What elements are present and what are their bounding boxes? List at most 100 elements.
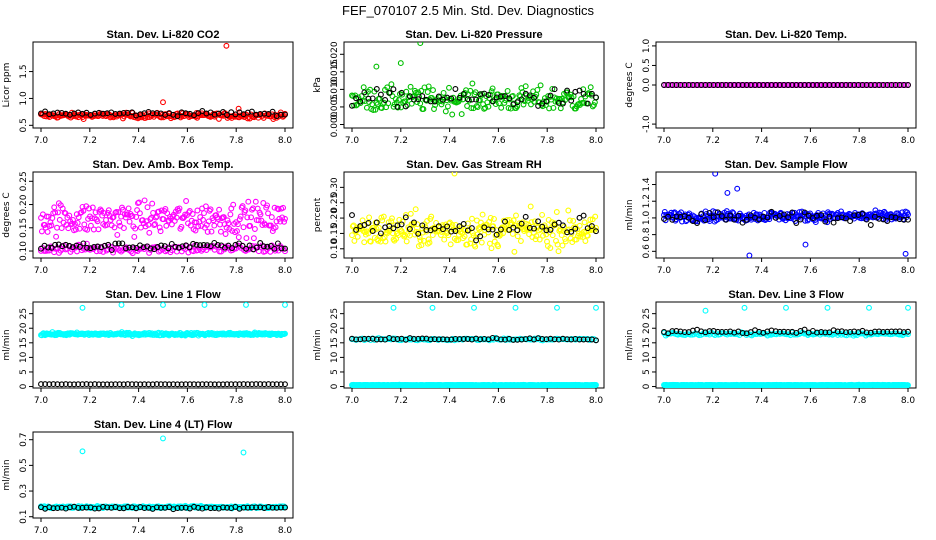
data-point (108, 504, 115, 511)
data-point (250, 205, 256, 212)
data-point (880, 329, 887, 335)
data-point (153, 110, 160, 117)
data-point (441, 236, 448, 243)
x-tick-label: 7.6 (803, 136, 818, 146)
y-tick-label: 0.15 (19, 218, 29, 238)
data-point (236, 216, 243, 223)
data-point (178, 504, 185, 511)
data-point (282, 504, 288, 511)
data-point (269, 381, 276, 388)
data-point (826, 213, 833, 220)
data-point (55, 209, 61, 216)
data-point (244, 504, 251, 511)
data-point (440, 226, 446, 233)
data-point (382, 97, 389, 103)
panel-line3-flow: Stan. Dev. Line 3 Flow 7.0 7.2 7.4 7.6 7.8 8.0… (625, 289, 917, 406)
x-tick-label: 7.2 (394, 396, 408, 406)
points-line1-flow (38, 302, 288, 388)
data-point (385, 100, 392, 107)
data-point (157, 504, 164, 511)
outlier-point (397, 60, 404, 67)
data-point (430, 87, 436, 94)
data-point (84, 244, 90, 251)
data-point (418, 242, 425, 249)
data-point (42, 381, 49, 388)
figure-title: FEF_070107 2.5 Min. Std. Dev. Diagnostic… (342, 3, 594, 18)
data-point (69, 244, 76, 251)
data-point (497, 93, 504, 100)
data-point (830, 82, 837, 88)
x-tick-label: 7.2 (394, 266, 408, 276)
data-point (281, 503, 288, 510)
data-point (133, 381, 140, 388)
data-point (186, 208, 193, 214)
data-point (489, 226, 496, 233)
series-main (349, 42, 599, 118)
data-point (370, 107, 377, 114)
data-point (48, 244, 55, 251)
x-tick-label: 7.0 (34, 266, 49, 276)
data-point (244, 381, 251, 388)
outlier-point (429, 304, 436, 311)
data-point (84, 226, 91, 233)
data-point (761, 209, 768, 216)
data-point (384, 84, 391, 91)
y-tick-label: 0.1 (19, 510, 29, 524)
x-tick-label: 8.0 (901, 396, 916, 406)
data-point (898, 82, 905, 88)
data-point (92, 209, 99, 216)
outlier-point (390, 304, 397, 311)
data-point (282, 381, 288, 388)
data-point (752, 82, 758, 88)
data-point (519, 89, 526, 96)
data-point (460, 90, 467, 97)
data-point (174, 381, 181, 388)
data-point (65, 225, 72, 232)
points-line2-flow (349, 304, 599, 388)
data-point (859, 210, 866, 217)
panel-li820-co2: Stan. Dev. Li-820 CO2 7.0 7.2 7.4 7.6 7.8 8.0 0… (2, 29, 294, 146)
data-point (200, 242, 207, 248)
data-point (440, 89, 447, 96)
data-point (467, 87, 474, 94)
data-point (485, 229, 492, 236)
x-tick-label: 8.0 (278, 266, 293, 276)
data-point (178, 381, 185, 388)
data-point (735, 82, 742, 88)
data-point (245, 198, 252, 205)
x-tick-label: 7.0 (345, 266, 360, 276)
data-point (282, 245, 288, 252)
data-point (90, 226, 97, 233)
data-point (710, 82, 717, 88)
data-point (588, 90, 595, 97)
data-point (789, 209, 796, 216)
data-point (271, 245, 278, 252)
data-point (207, 505, 214, 512)
data-point (669, 328, 676, 335)
data-point (131, 233, 138, 240)
data-point (514, 233, 521, 240)
data-point (229, 245, 235, 252)
data-point (902, 82, 909, 88)
data-point (878, 82, 885, 88)
data-point (282, 111, 288, 118)
data-point (42, 108, 49, 115)
data-point (154, 244, 161, 250)
panel-title: Stan. Dev. Amb. Box Temp. (93, 159, 234, 171)
data-point (412, 206, 419, 213)
outlier-point (512, 304, 519, 311)
data-point (227, 211, 234, 218)
data-point (485, 92, 492, 98)
x-tick-label: 7.6 (491, 136, 506, 146)
y-axis-label: ml/min (625, 199, 635, 230)
data-point (402, 214, 409, 221)
data-point (45, 244, 52, 251)
data-point (424, 89, 431, 95)
data-point (365, 95, 372, 102)
data-point (590, 102, 597, 109)
x-tick-label: 7.6 (803, 266, 818, 276)
x-tick-label: 7.6 (180, 136, 195, 146)
outlier-point (160, 99, 166, 106)
y-axis-label: degrees C (625, 62, 635, 107)
